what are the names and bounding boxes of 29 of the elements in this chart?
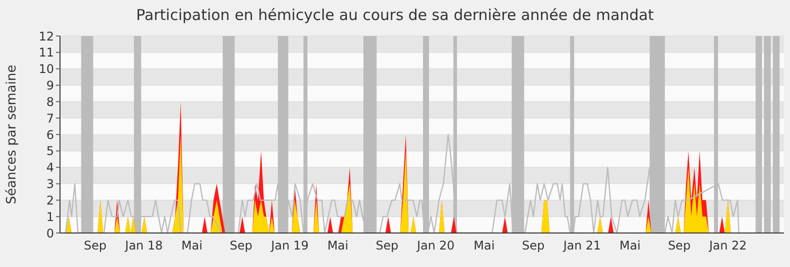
x-tick-label: Jan 19 xyxy=(270,238,309,253)
x-tick-label: Mai xyxy=(181,238,202,253)
y-tick-label: 11 xyxy=(38,46,54,60)
x-tick-label: Jan 18 xyxy=(124,238,163,253)
x-tick-label: Sep xyxy=(668,238,691,253)
x-tick-label: Mai xyxy=(327,238,348,253)
y-tick-label: 2 xyxy=(46,193,54,208)
y-tick-label: 3 xyxy=(46,177,54,192)
x-tick-label: Mai xyxy=(474,238,495,253)
y-tick-label: 0 xyxy=(46,226,54,240)
y-tick-label: 5 xyxy=(46,144,54,158)
y-tick-label: 4 xyxy=(46,160,54,175)
y-tick-label: 1 xyxy=(46,210,54,224)
y-axis-title: Séances par semaine xyxy=(4,64,20,204)
x-tick-label: Mai xyxy=(620,238,641,253)
x-tick-label: Sep xyxy=(84,238,106,253)
x-tick-label: Jan 22 xyxy=(708,238,747,253)
y-tick-label: 9 xyxy=(46,78,54,93)
y-tick-label: 10 xyxy=(38,62,54,76)
y-tick-label: 12 xyxy=(38,29,54,44)
x-tick-label: Sep xyxy=(522,238,545,253)
x-tick-label: Sep xyxy=(230,238,252,253)
chart-title: Participation en hémicycle au cours de sa dernière année de mandat xyxy=(135,6,655,24)
x-tick-label: Sep xyxy=(376,238,398,253)
x-tick-label: Jan 21 xyxy=(562,238,601,253)
x-tick-label: Jan 20 xyxy=(416,238,455,253)
y-tick-label: 6 xyxy=(46,128,54,142)
y-tick-label: 7 xyxy=(46,111,54,126)
y-tick-label: 8 xyxy=(46,94,54,109)
